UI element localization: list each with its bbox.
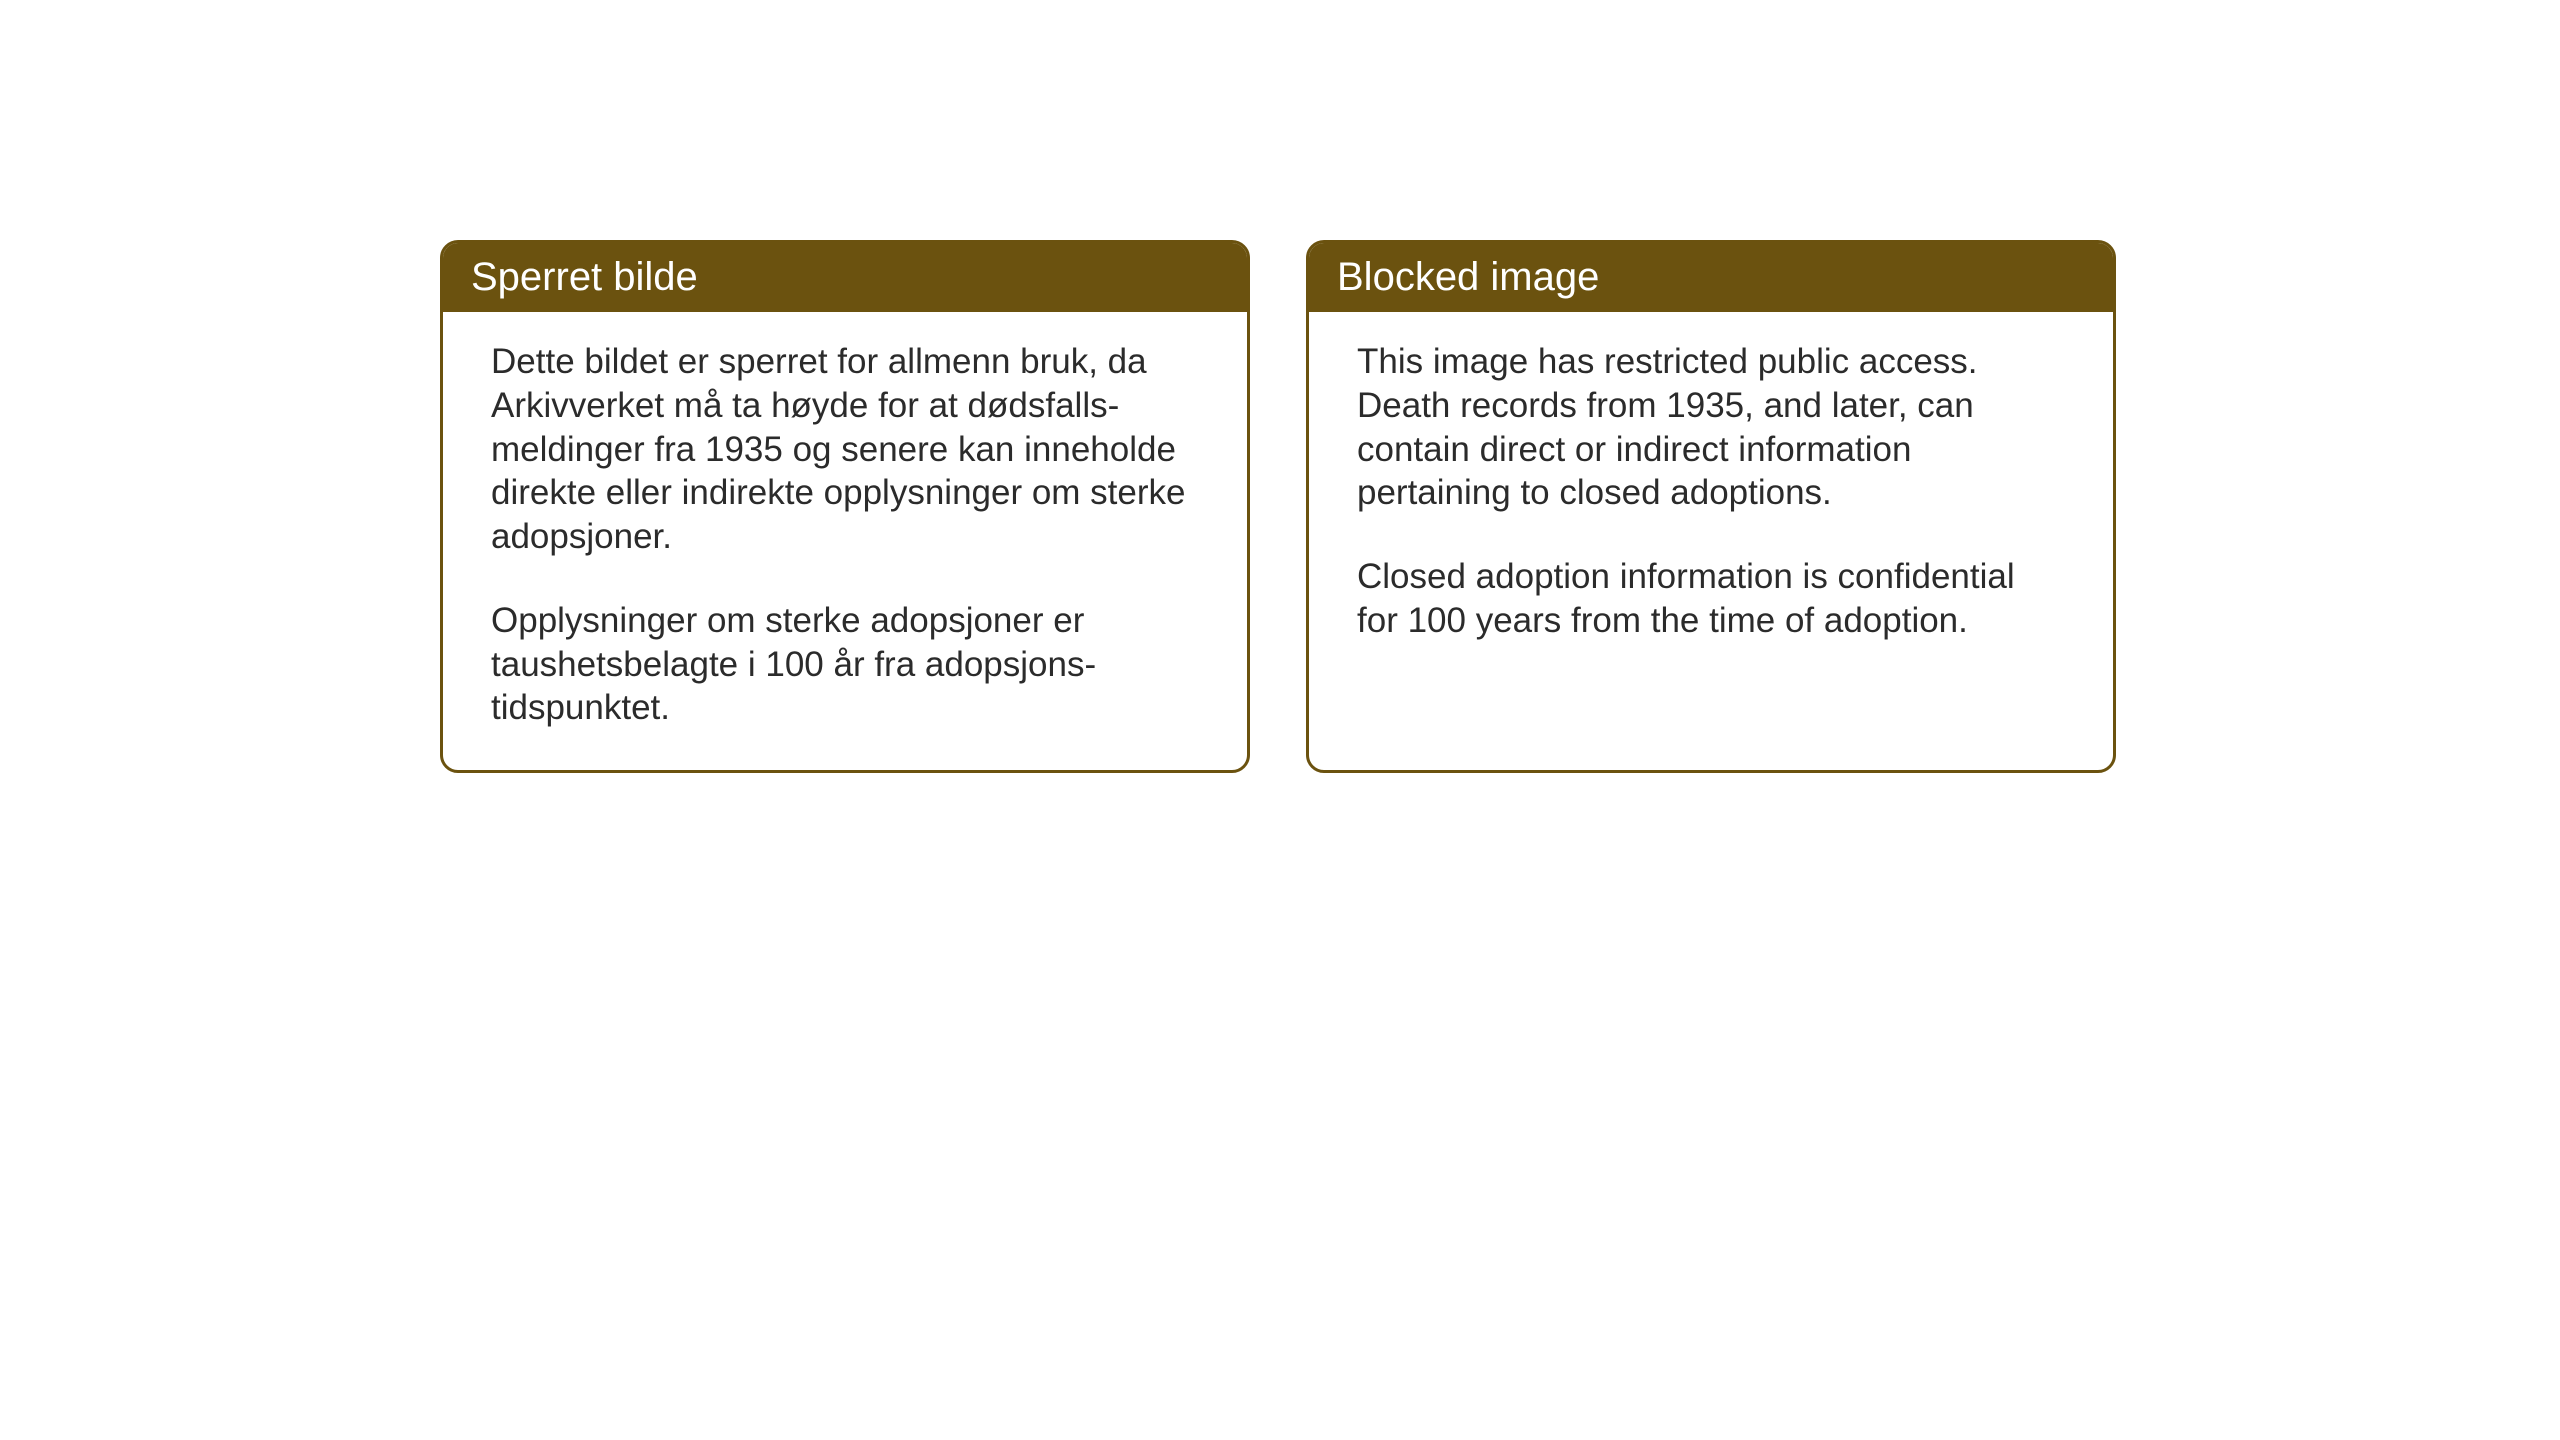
notice-card-norwegian: Sperret bilde Dette bildet er sperret fo…	[440, 240, 1250, 773]
paragraph-english-1: This image has restricted public access.…	[1357, 340, 2065, 515]
paragraph-norwegian-2: Opplysninger om sterke adopsjoner er tau…	[491, 599, 1199, 730]
card-header-norwegian: Sperret bilde	[443, 243, 1247, 312]
notice-card-english: Blocked image This image has restricted …	[1306, 240, 2116, 773]
paragraph-english-2: Closed adoption information is confident…	[1357, 555, 2065, 643]
paragraph-norwegian-1: Dette bildet er sperret for allmenn bruk…	[491, 340, 1199, 559]
notice-container: Sperret bilde Dette bildet er sperret fo…	[440, 240, 2116, 773]
card-body-norwegian: Dette bildet er sperret for allmenn bruk…	[443, 312, 1247, 770]
card-header-english: Blocked image	[1309, 243, 2113, 312]
card-body-english: This image has restricted public access.…	[1309, 312, 2113, 743]
